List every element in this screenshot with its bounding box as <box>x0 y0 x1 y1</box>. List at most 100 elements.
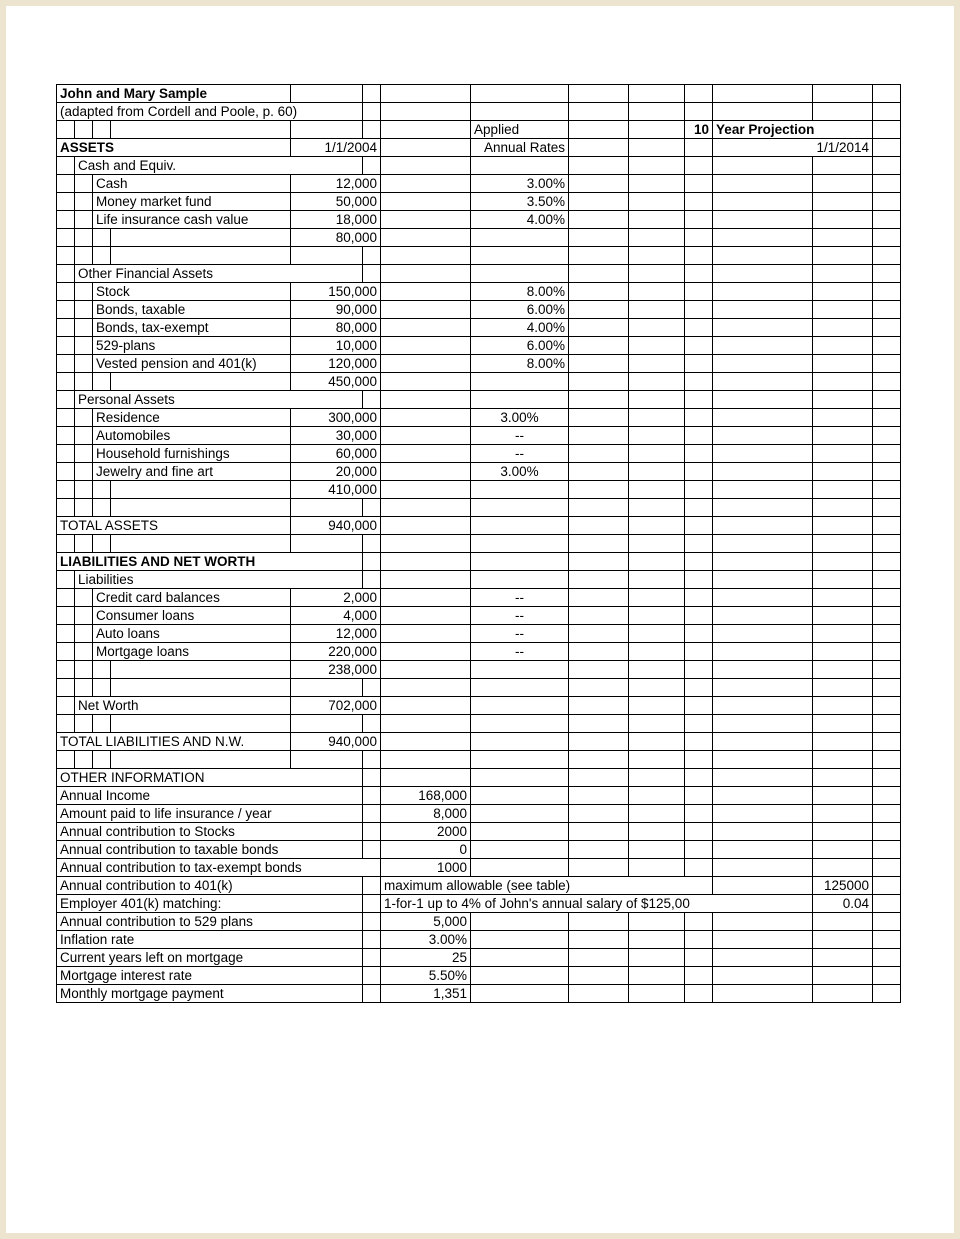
assets-label: ASSETS <box>57 139 291 157</box>
cash-0-rate: 3.00% <box>471 175 569 193</box>
personal-item-3: Jewelry and fine art20,0003.00% <box>57 463 901 481</box>
liab-3-value: 220,000 <box>291 643 381 661</box>
applied-row: Applied 10 Year Projection <box>57 121 901 139</box>
liab-0-label: Credit card balances <box>93 589 291 607</box>
oth-2-label: Annual contribution to Stocks <box>57 823 363 841</box>
personal-0-value: 300,000 <box>291 409 381 427</box>
oth-6: Employer 401(k) matching:1-for-1 up to 4… <box>57 895 901 913</box>
cash-subtotal-value: 80,000 <box>291 229 381 247</box>
oth-3-label: Annual contribution to taxable bonds <box>57 841 363 859</box>
page: John and Mary Sample (adapted from Corde… <box>6 6 954 1233</box>
personal-item-0: Residence300,0003.00% <box>57 409 901 427</box>
other-0-label: Stock <box>93 283 291 301</box>
cash-subtotal: 80,000 <box>57 229 901 247</box>
liab-2-value: 12,000 <box>291 625 381 643</box>
oth-11: Monthly mortgage payment1,351 <box>57 985 901 1003</box>
liab-item-3: Mortgage loans220,000 -- <box>57 643 901 661</box>
oth-7-label: Annual contribution to 529 plans <box>57 913 363 931</box>
other-3-value: 10,000 <box>291 337 381 355</box>
oth-9: Current years left on mortgage25 <box>57 949 901 967</box>
title-cell: John and Mary Sample <box>57 85 291 103</box>
personal-2-value: 60,000 <box>291 445 381 463</box>
oth-7-c7: 5,000 <box>381 913 471 931</box>
oth-6-label: Employer 401(k) matching: <box>57 895 363 913</box>
liab-section-label: Liabilities <box>75 571 363 589</box>
liab-0-value: 2,000 <box>291 589 381 607</box>
networth-value: 702,000 <box>291 697 381 715</box>
oth-3-c7: 0 <box>381 841 471 859</box>
oth-0-c7: 168,000 <box>381 787 471 805</box>
personal-0-label: Residence <box>93 409 291 427</box>
oth-4-c7: 1000 <box>381 859 471 877</box>
other-4-rate: 8.00% <box>471 355 569 373</box>
cash-1-rate: 3.50% <box>471 193 569 211</box>
oth-7: Annual contribution to 529 plans 5,000 <box>57 913 901 931</box>
other-1-value: 90,000 <box>291 301 381 319</box>
balance-sheet-table: John and Mary Sample (adapted from Corde… <box>56 84 901 1003</box>
oth-4-label: Annual contribution to tax-exempt bonds <box>57 859 381 877</box>
total-assets-value: 940,000 <box>291 517 381 535</box>
projection-num: 10 <box>685 121 713 139</box>
other-section-label: Other Financial Assets <box>75 265 363 283</box>
other-heading-row: OTHER INFORMATION <box>57 769 901 787</box>
oth-10-label: Mortgage interest rate <box>57 967 363 985</box>
oth-0-label: Annual Income <box>57 787 363 805</box>
other-subtotal-value: 450,000 <box>291 373 381 391</box>
oth-8-label: Inflation rate <box>57 931 363 949</box>
assets-header-row: ASSETS 1/1/2004 Annual Rates 1/1/2014 <box>57 139 901 157</box>
personal-2-label: Household furnishings <box>93 445 291 463</box>
cash-1-label: Money market fund <box>93 193 291 211</box>
liab-1-label: Consumer loans <box>93 607 291 625</box>
oth-10: Mortgage interest rate5.50% <box>57 967 901 985</box>
oth-3: Annual contribution to taxable bonds 0 <box>57 841 901 859</box>
oth-1-c7: 8,000 <box>381 805 471 823</box>
total-assets-label: TOTAL ASSETS <box>57 517 291 535</box>
subtitle-cell: (adapted from Cordell and Poole, p. 60) <box>57 103 363 121</box>
oth-9-c7: 25 <box>381 949 471 967</box>
cash-2-label: Life insurance cash value <box>93 211 291 229</box>
oth-1-label: Amount paid to life insurance / year <box>57 805 363 823</box>
cash-0-label: Cash <box>93 175 291 193</box>
oth-5-note: maximum allowable (see table) <box>381 877 713 895</box>
personal-section-row: Personal Assets <box>57 391 901 409</box>
applied-label: Applied <box>471 121 569 139</box>
blank-row <box>57 247 901 265</box>
liab-heading-row: LIABILITIES AND NET WORTH <box>57 553 901 571</box>
personal-3-label: Jewelry and fine art <box>93 463 291 481</box>
cash-0-value: 12,000 <box>291 175 381 193</box>
personal-3-rate: 3.00% <box>471 463 569 481</box>
liab-subtotal-value: 238,000 <box>291 661 381 679</box>
personal-2-rate: -- <box>471 445 569 463</box>
oth-6-c13: 0.04 <box>813 895 873 913</box>
liab-item-1: Consumer loans4,000-- <box>57 607 901 625</box>
oth-5: Annual contribution to 401(k)maximum all… <box>57 877 901 895</box>
personal-1-label: Automobiles <box>93 427 291 445</box>
other-item-2: Bonds, tax-exempt80,000 4.00% <box>57 319 901 337</box>
personal-item-1: Automobiles30,000-- <box>57 427 901 445</box>
liab-2-rate: -- <box>471 625 569 643</box>
liab-3-label: Mortgage loans <box>93 643 291 661</box>
oth-2: Annual contribution to Stocks2000 <box>57 823 901 841</box>
other-2-label: Bonds, tax-exempt <box>93 319 291 337</box>
liab-subtotal: 238,000 <box>57 661 901 679</box>
personal-subtotal-value: 410,000 <box>291 481 381 499</box>
start-date: 1/1/2004 <box>291 139 381 157</box>
other-2-rate: 4.00% <box>471 319 569 337</box>
other-item-0: Stock150,0008.00% <box>57 283 901 301</box>
cash-1-value: 50,000 <box>291 193 381 211</box>
cash-item-0: Cash 12,000 3.00% <box>57 175 901 193</box>
liab-3-rate: -- <box>471 643 569 661</box>
other-2-value: 80,000 <box>291 319 381 337</box>
blank-row <box>57 715 901 733</box>
oth-11-c7: 1,351 <box>381 985 471 1003</box>
personal-subtotal: 410,000 <box>57 481 901 499</box>
networth-row: Net Worth 702,000 <box>57 697 901 715</box>
projection-label: Year Projection <box>713 121 873 139</box>
other-3-rate: 6.00% <box>471 337 569 355</box>
title-row: John and Mary Sample <box>57 85 901 103</box>
personal-1-rate: -- <box>471 427 569 445</box>
other-4-value: 120,000 <box>291 355 381 373</box>
personal-section-label: Personal Assets <box>75 391 363 409</box>
liab-item-0: Credit card balances2,000-- <box>57 589 901 607</box>
blank-row <box>57 535 901 553</box>
